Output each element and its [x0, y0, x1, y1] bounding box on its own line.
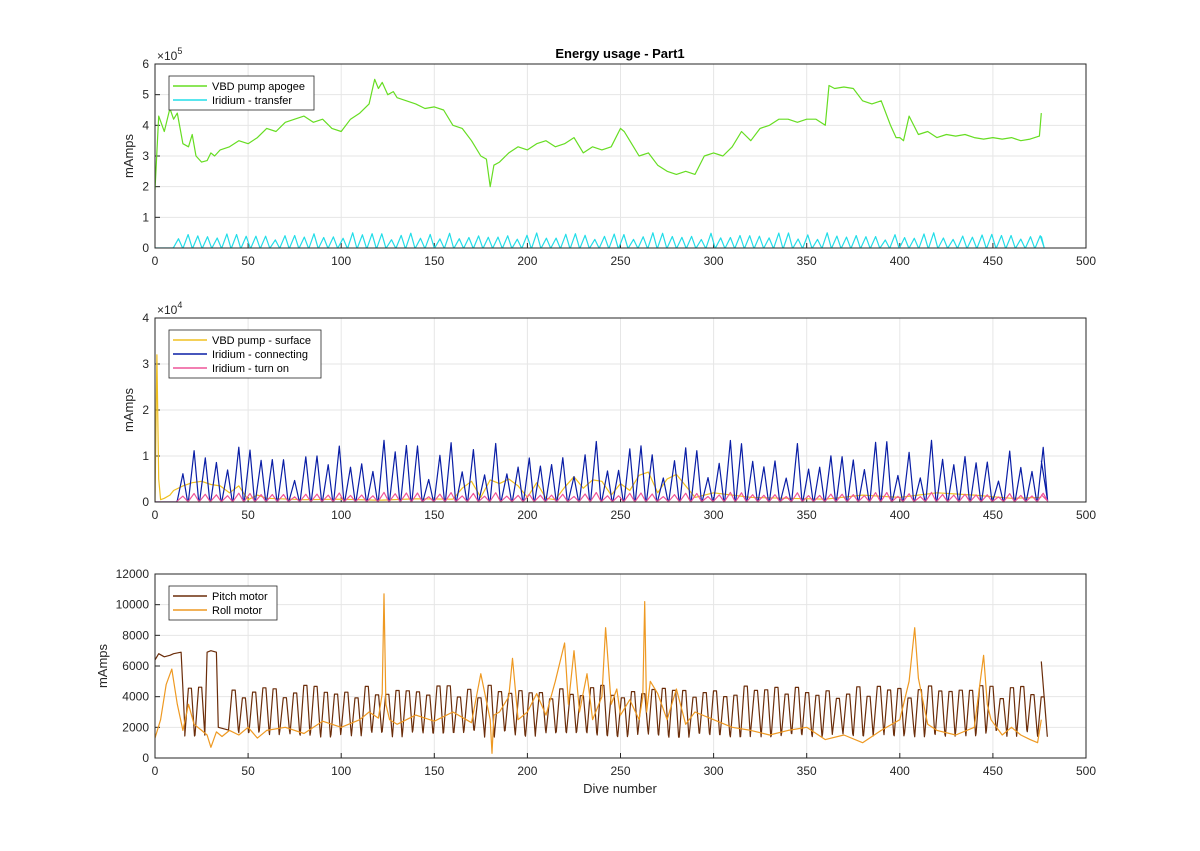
y-tick-label: 2	[142, 180, 149, 194]
y-exponent-label: ×104	[157, 300, 182, 317]
panel-bottom: 0 50 100 150 200 250 300 350 400 450 500 0 2000 4000 6…	[95, 567, 1096, 778]
y-tick-label: 4	[142, 311, 149, 325]
x-tick-label: 250	[610, 254, 630, 268]
y-tick-label: 6	[142, 57, 149, 71]
y-tick-label: 1	[142, 210, 149, 224]
x-tick-label: 100	[331, 508, 351, 522]
y-tick-label: 0	[142, 495, 149, 509]
y-exponent-label: ×105	[157, 46, 182, 63]
y-axis-label: mAmps	[121, 133, 136, 178]
legend-box	[168, 585, 278, 621]
x-tick-label: 350	[797, 508, 817, 522]
x-tick-label: 50	[241, 254, 255, 268]
y-tick-label: 0	[142, 241, 149, 255]
y-tick-label: 0	[142, 751, 149, 765]
legend-entry: Iridium - connecting	[212, 349, 308, 361]
y-tick-label: 10000	[116, 598, 150, 612]
series-line-vbd-pump-apogee	[155, 78, 1042, 190]
x-tick-label: 150	[424, 508, 444, 522]
x-tick-label: 450	[983, 764, 1003, 778]
legend-entry: Pitch motor	[212, 591, 268, 603]
y-tick-label: 3	[142, 149, 149, 163]
y-tick-label: 5	[142, 88, 149, 102]
y-axis-label: mAmps	[121, 387, 136, 432]
x-tick-label: 300	[704, 508, 724, 522]
axes-box	[154, 573, 1087, 759]
x-tick-label: 0	[152, 254, 159, 268]
x-tick-label: 500	[1076, 508, 1096, 522]
y-tick-label: 3	[142, 357, 149, 371]
x-axis-label: Dive number	[583, 781, 657, 796]
legend-entry: VBD pump - surface	[212, 335, 311, 347]
series-line-pitch-motor	[155, 650, 1048, 738]
x-tick-label: 200	[517, 254, 537, 268]
x-tick-label: 150	[424, 764, 444, 778]
axes-box	[154, 317, 1087, 503]
series-line-iridium-transfer	[155, 232, 1045, 248]
x-tick-label: 300	[704, 254, 724, 268]
legend-entry: VBD pump apogee	[212, 81, 305, 93]
y-tick-label: 2	[142, 403, 149, 417]
x-tick-label: 300	[704, 764, 724, 778]
legend-entry: Roll motor	[212, 605, 262, 617]
x-tick-label: 500	[1076, 764, 1096, 778]
x-tick-label: 350	[797, 764, 817, 778]
x-tick-label: 450	[983, 254, 1003, 268]
y-tick-label: 8000	[122, 628, 149, 642]
x-tick-label: 0	[152, 764, 159, 778]
x-tick-label: 0	[152, 508, 159, 522]
x-tick-label: 500	[1076, 254, 1096, 268]
x-tick-label: 150	[424, 254, 444, 268]
y-tick-label: 1	[142, 449, 149, 463]
x-tick-label: 350	[797, 254, 817, 268]
legend-entry: Iridium - turn on	[212, 363, 289, 375]
x-tick-label: 450	[983, 508, 1003, 522]
legend-box	[168, 329, 322, 379]
x-tick-label: 50	[241, 764, 255, 778]
x-tick-label: 200	[517, 764, 537, 778]
x-tick-label: 400	[890, 764, 910, 778]
x-tick-label: 100	[331, 254, 351, 268]
x-tick-label: 400	[890, 254, 910, 268]
y-tick-label: 2000	[122, 720, 149, 734]
y-tick-label: 4000	[122, 690, 149, 704]
legend-entry: Iridium - transfer	[212, 95, 292, 107]
y-tick-label: 12000	[116, 567, 150, 581]
series-line-roll-motor	[155, 593, 1042, 754]
panel-middle: 0 50 100 150 200 250 300 350 400 450 500 0 1 2 3 4 ×104 m…	[121, 300, 1096, 522]
x-tick-label: 250	[610, 764, 630, 778]
series-line-iridium-turn-on	[155, 491, 1049, 502]
y-tick-label: 4	[142, 118, 149, 132]
x-tick-label: 400	[890, 508, 910, 522]
x-tick-label: 100	[331, 764, 351, 778]
y-tick-label: 6000	[122, 659, 149, 673]
x-tick-label: 250	[610, 508, 630, 522]
axes-box	[154, 63, 1087, 249]
x-tick-label: 50	[241, 508, 255, 522]
panel-top: 0 50 100 150 200 250 300 350 400 450 500 0 1 2 3 4 5 6 ×10…	[121, 46, 1096, 268]
x-tick-label: 200	[517, 508, 537, 522]
y-axis-label: mAmps	[95, 643, 110, 688]
legend-box	[168, 75, 315, 111]
chart-title: Energy usage - Part1	[555, 46, 684, 61]
